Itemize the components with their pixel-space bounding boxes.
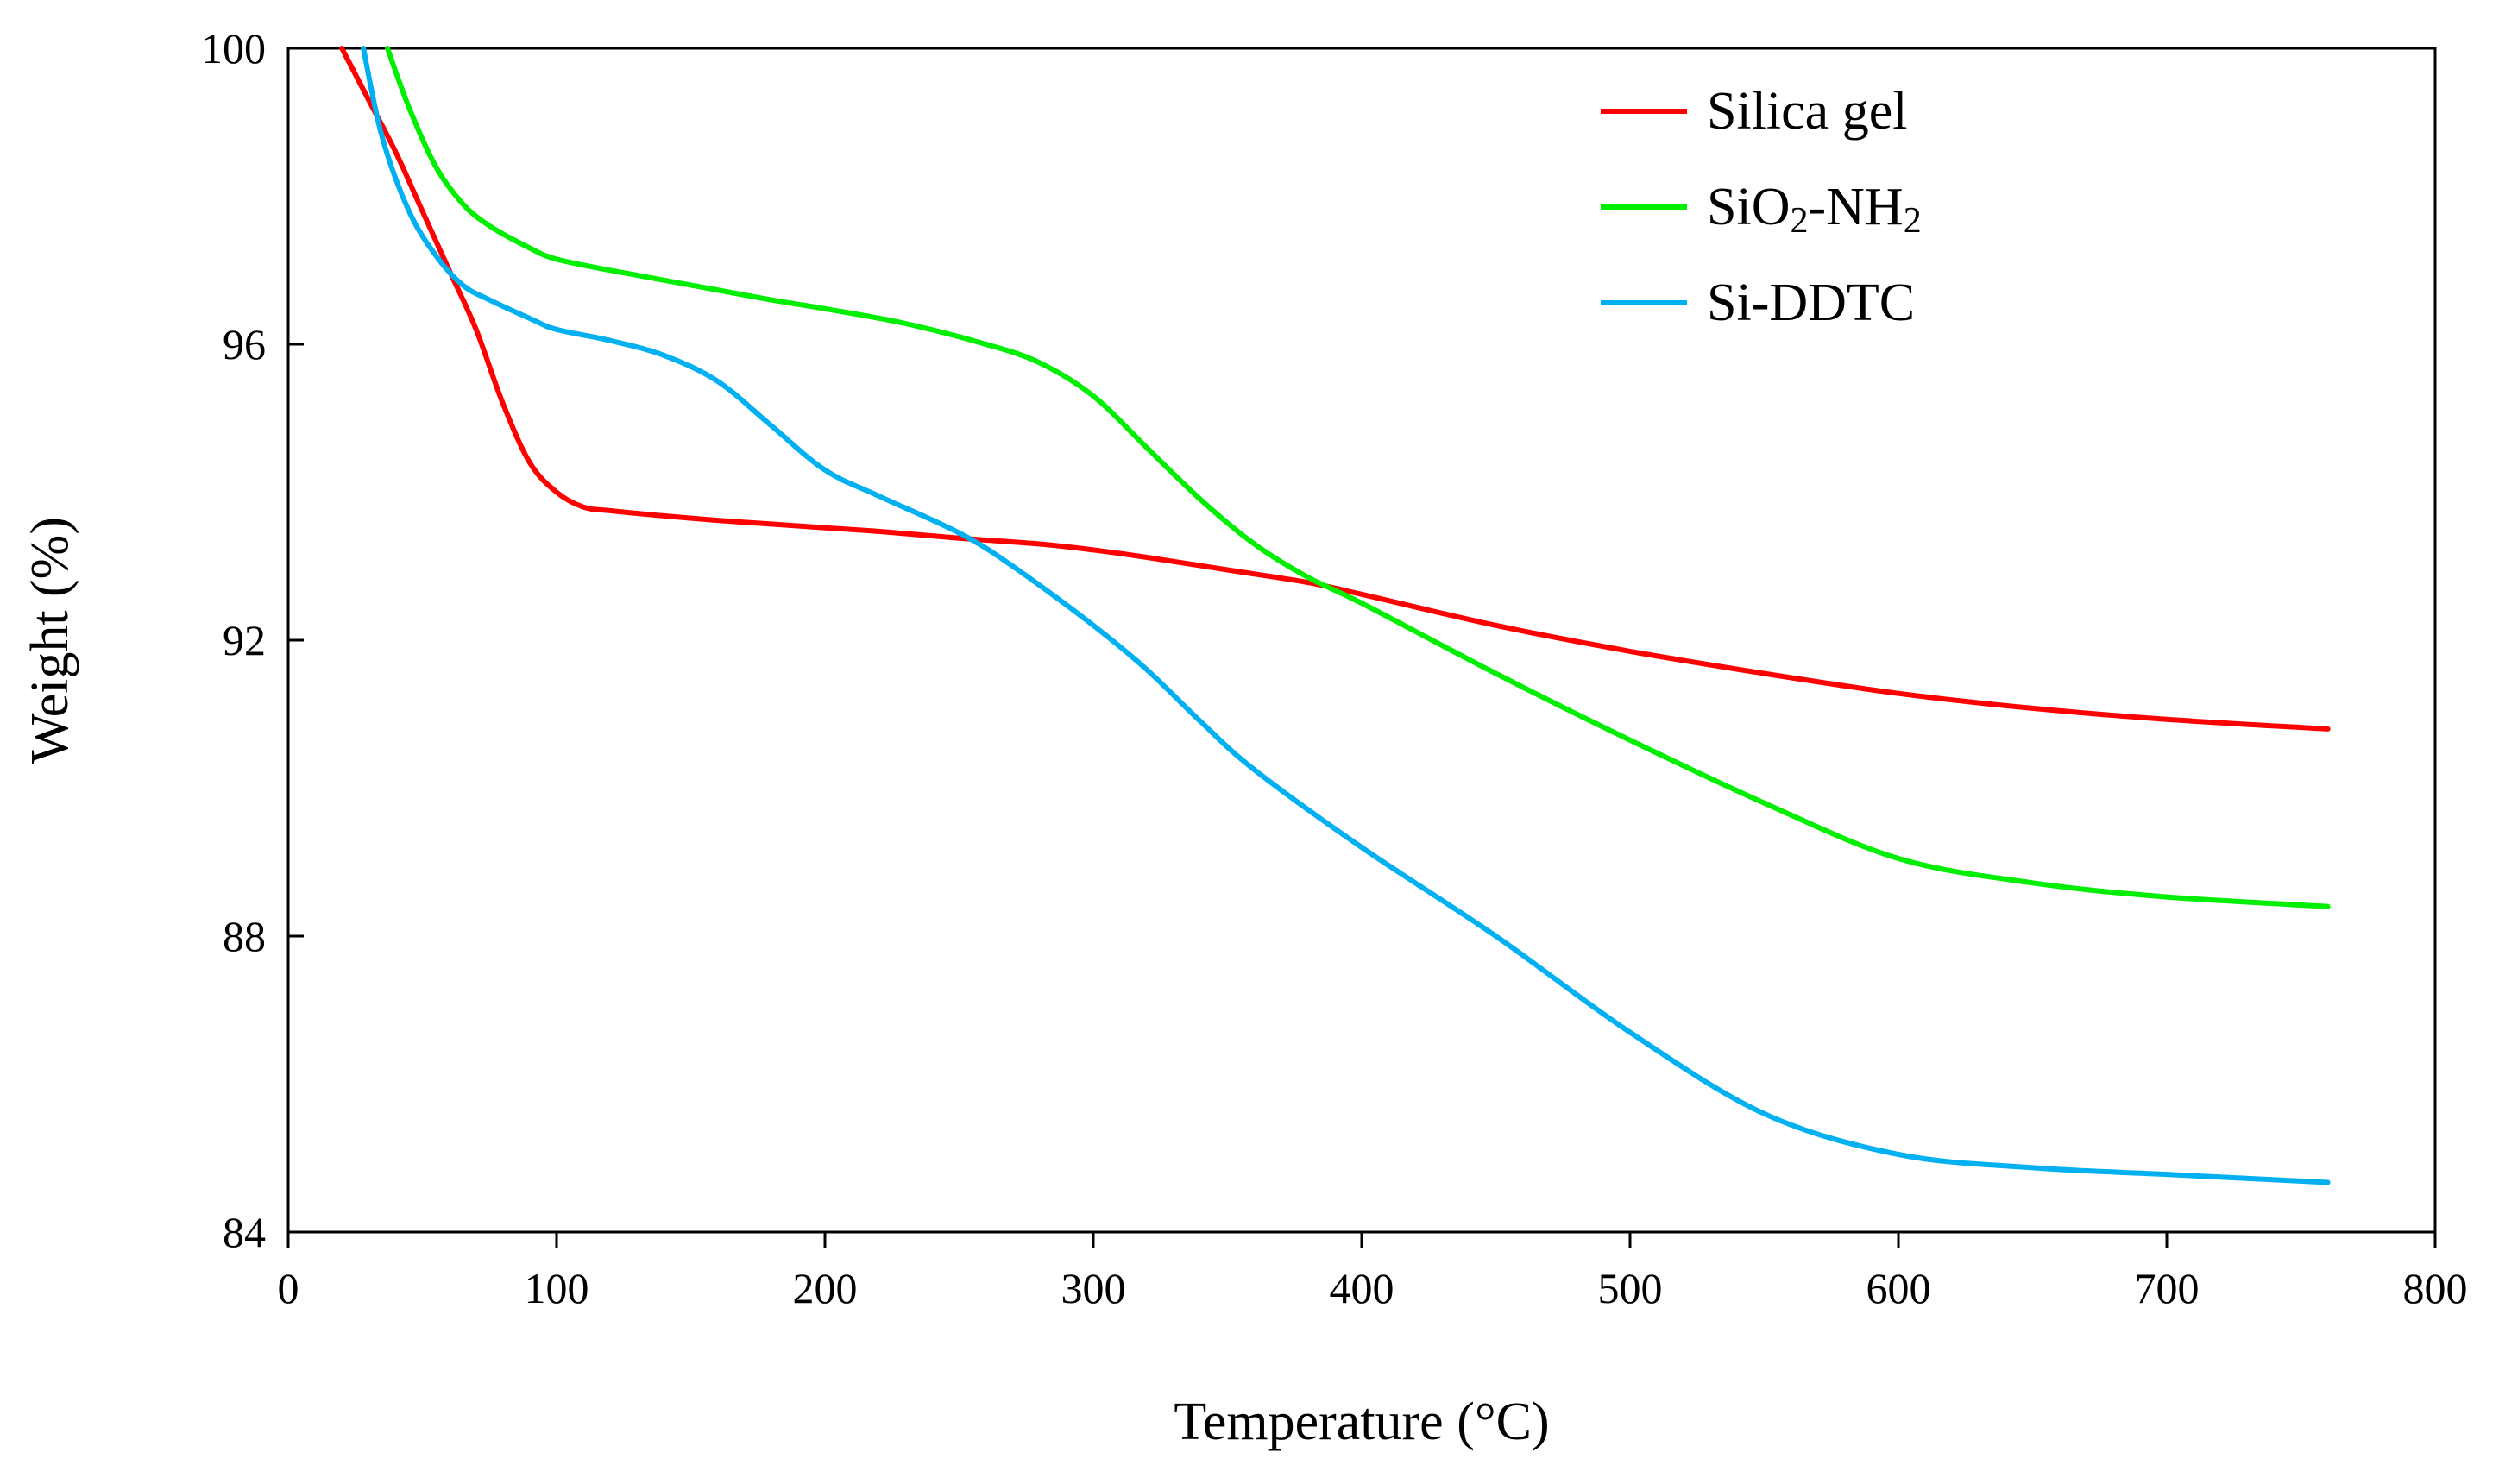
legend-label: Si-DDTC [1707,274,1915,332]
series-silica-gel-line [339,46,2331,732]
x-tick-label: 600 [1866,1264,1931,1312]
legend-label-part: -NH [1808,178,1903,236]
x-axis-ticks: 0 100 200 300 400 500 600 700 800 [278,1232,2468,1312]
y-tick-label: 96 [223,320,266,368]
legend-item-sio2-nh2: SiO2-NH2 [1601,178,1922,241]
y-axis-title: Weight (%) [21,517,79,764]
y-tick-label: 88 [223,912,266,960]
series-si-ddtc-line [361,46,2331,1185]
x-tick-label: 400 [1330,1264,1394,1312]
x-tick-label: 0 [278,1264,299,1312]
legend-label: Silica gel [1707,82,1907,141]
x-tick-label: 500 [1598,1264,1663,1312]
legend-item-silica-gel: Silica gel [1601,82,1907,141]
legend-label-subscript: 2 [1904,201,1922,241]
x-axis-title: Temperature (°C) [1174,1393,1549,1451]
x-tick-label: 100 [525,1264,589,1312]
legend-label: SiO2-NH2 [1707,178,1922,241]
x-tick-label: 700 [2135,1264,2200,1312]
series-layer [339,46,2331,1185]
series-sio2-nh2-line [385,46,2331,909]
legend-label-part: Si-DDTC [1707,274,1915,332]
legend-label-part: Silica gel [1707,82,1907,141]
plot-frame [286,47,2437,1234]
x-tick-label: 300 [1061,1264,1126,1312]
y-tick-label: 84 [223,1208,266,1256]
x-tick-label: 200 [793,1264,858,1312]
y-axis-ticks: 84 88 92 96 100 [201,24,304,1256]
y-tick-label: 100 [201,24,266,72]
x-tick-label: 800 [2403,1264,2468,1312]
legend-item-si-ddtc: Si-DDTC [1601,274,1915,332]
y-tick-label: 92 [223,616,266,664]
legend-label-subscript: 2 [1790,201,1808,241]
legend-label-part: SiO [1707,178,1790,236]
